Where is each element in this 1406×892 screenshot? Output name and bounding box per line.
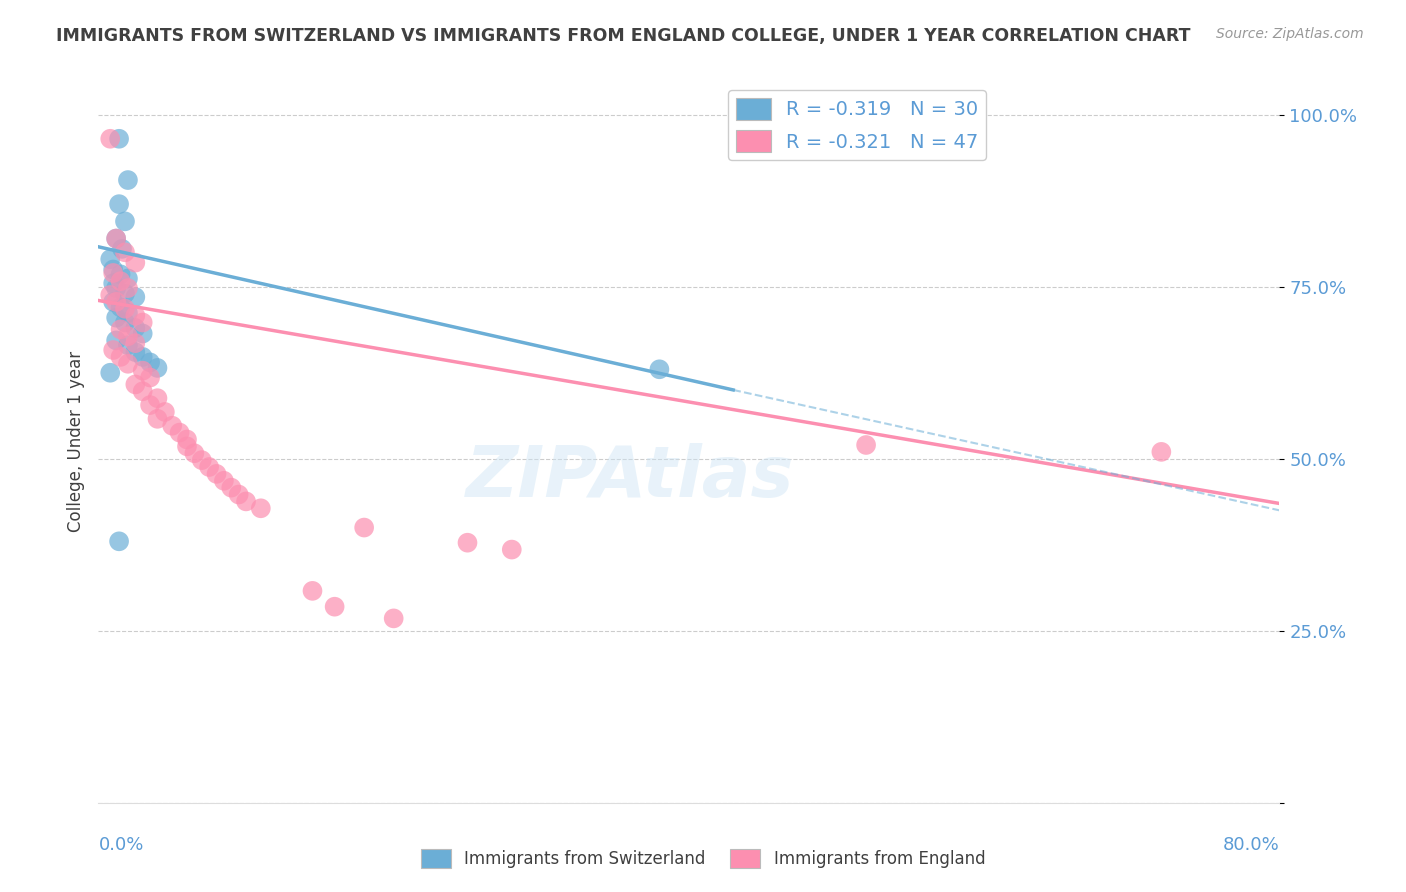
Point	[98, 366, 121, 380]
Point	[117, 329, 139, 343]
Point	[1150, 445, 1173, 459]
Point	[501, 542, 523, 557]
Point	[382, 611, 405, 625]
Point	[98, 252, 121, 267]
Point	[323, 599, 346, 614]
Point	[105, 334, 128, 348]
Point	[139, 398, 162, 412]
Point	[132, 350, 155, 364]
Point	[110, 322, 132, 336]
Point	[105, 310, 128, 325]
Point	[169, 425, 191, 440]
Text: 0.0%: 0.0%	[98, 836, 143, 854]
Point	[110, 268, 132, 282]
Point	[117, 357, 139, 371]
Point	[132, 364, 155, 378]
Point	[103, 262, 125, 277]
Point	[250, 501, 273, 516]
Point	[124, 290, 146, 304]
Point	[108, 132, 131, 146]
Text: ZIPAtlas: ZIPAtlas	[465, 443, 794, 512]
Point	[108, 197, 131, 211]
Point	[103, 343, 125, 357]
Point	[114, 286, 136, 301]
Point	[110, 301, 132, 315]
Point	[114, 316, 136, 330]
Text: 80.0%: 80.0%	[1223, 836, 1279, 854]
Point	[146, 391, 169, 405]
Point	[221, 481, 243, 495]
Legend: R = -0.319   N = 30, R = -0.321   N = 47: R = -0.319 N = 30, R = -0.321 N = 47	[728, 90, 986, 161]
Point	[139, 370, 162, 384]
Point	[108, 534, 131, 549]
Point	[98, 132, 121, 146]
Point	[353, 520, 375, 534]
Point	[146, 360, 169, 375]
Point	[301, 583, 323, 598]
Point	[124, 336, 146, 351]
Point	[153, 405, 176, 419]
Point	[117, 306, 139, 320]
Point	[105, 294, 128, 309]
Point	[105, 281, 128, 295]
Point	[117, 338, 139, 352]
Point	[648, 362, 671, 376]
Point	[105, 231, 128, 245]
Point	[114, 214, 136, 228]
Point	[105, 231, 128, 245]
Point	[103, 266, 125, 280]
Point	[205, 467, 228, 481]
Point	[124, 377, 146, 392]
Point	[146, 412, 169, 426]
Point	[110, 274, 132, 288]
Point	[212, 474, 235, 488]
Point	[103, 277, 125, 291]
Point	[114, 245, 136, 260]
Point	[117, 281, 139, 295]
Point	[132, 326, 155, 341]
Point	[124, 309, 146, 323]
Point	[103, 294, 125, 309]
Point	[98, 288, 121, 302]
Point	[124, 321, 146, 335]
Point	[191, 453, 214, 467]
Text: IMMIGRANTS FROM SWITZERLAND VS IMMIGRANTS FROM ENGLAND COLLEGE, UNDER 1 YEAR COR: IMMIGRANTS FROM SWITZERLAND VS IMMIGRANT…	[56, 27, 1191, 45]
Point	[132, 316, 155, 330]
Point	[117, 173, 139, 187]
Point	[124, 345, 146, 359]
Point	[132, 384, 155, 399]
Point	[183, 446, 205, 460]
Point	[228, 487, 250, 501]
Point	[855, 438, 877, 452]
Point	[176, 439, 198, 453]
Point	[117, 271, 139, 285]
Point	[235, 494, 257, 508]
Y-axis label: College, Under 1 year: College, Under 1 year	[66, 351, 84, 533]
Legend: Immigrants from Switzerland, Immigrants from England: Immigrants from Switzerland, Immigrants …	[413, 842, 993, 875]
Point	[162, 418, 183, 433]
Point	[114, 301, 136, 316]
Point	[457, 535, 479, 549]
Point	[124, 255, 146, 269]
Point	[111, 242, 134, 256]
Point	[176, 433, 198, 447]
Point	[198, 460, 221, 475]
Point	[110, 350, 132, 364]
Point	[139, 355, 162, 369]
Text: Source: ZipAtlas.com: Source: ZipAtlas.com	[1216, 27, 1364, 41]
